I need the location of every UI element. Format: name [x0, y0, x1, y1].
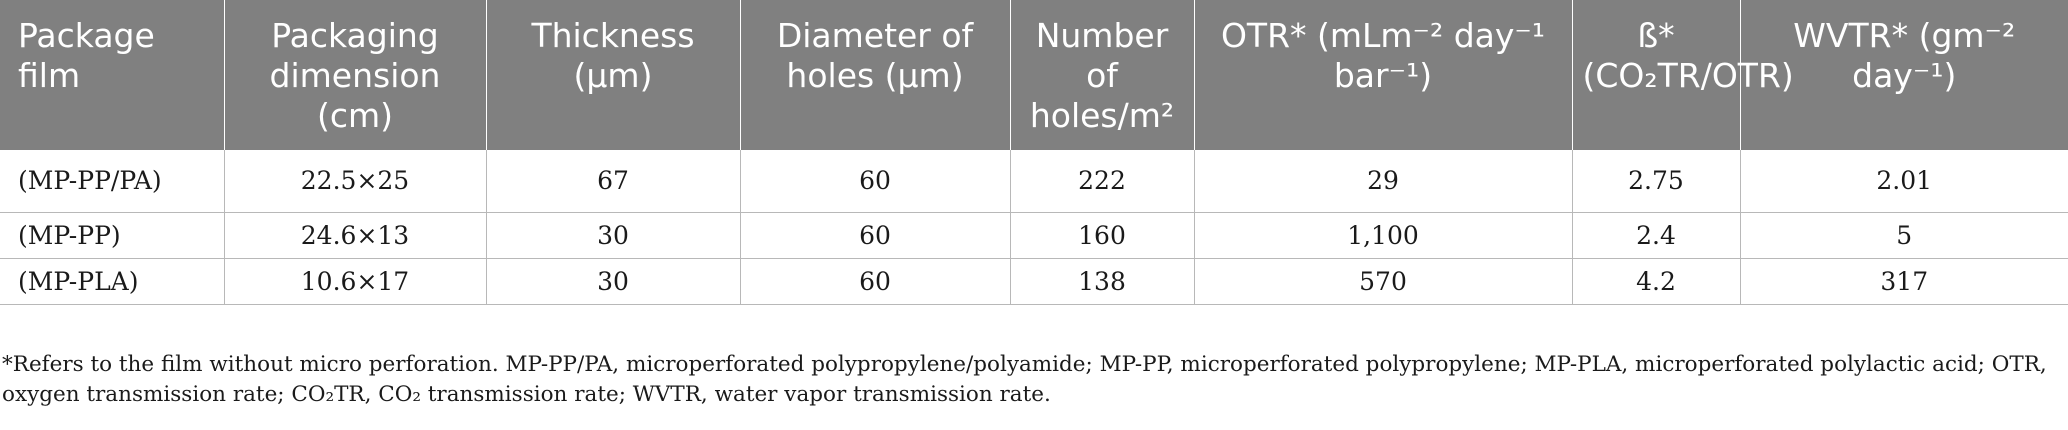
cell-beta: 4.2 — [1572, 258, 1741, 305]
cell-beta: 2.75 — [1572, 150, 1741, 213]
cell-beta: 2.4 — [1572, 212, 1741, 259]
cell-thickness: 30 — [486, 212, 741, 259]
cell-otr: 1,100 — [1194, 212, 1573, 259]
cell-wvtr: 5 — [1740, 212, 2068, 259]
header-wvtr: WVTR* (gm⁻² day⁻¹) — [1740, 0, 2068, 150]
cell-otr: 570 — [1194, 258, 1573, 305]
cell-thickness: 67 — [486, 150, 741, 213]
cell-number-of-holes: 160 — [1010, 212, 1195, 259]
cell-diameter-of-holes: 60 — [740, 150, 1011, 213]
cell-diameter-of-holes: 60 — [740, 258, 1011, 305]
table-body: (MP-PP/PA) 22.5×25 67 60 222 29 2.75 2.0… — [0, 150, 2068, 305]
table-header: Package film Packaging dimension (cm) Th… — [0, 0, 2068, 150]
data-table-container: Package film Packaging dimension (cm) Th… — [0, 0, 2068, 305]
cell-thickness: 30 — [486, 258, 741, 305]
table-row: (MP-PP) 24.6×13 30 60 160 1,100 2.4 5 — [0, 212, 2068, 259]
cell-number-of-holes: 138 — [1010, 258, 1195, 305]
header-beta: ß* (CO₂TR/OTR) — [1572, 0, 1794, 150]
header-packaging-dimension: Packaging dimension (cm) — [224, 0, 487, 150]
header-diameter-of-holes: Diameter of holes (μm) — [740, 0, 1011, 150]
header-row: Package film Packaging dimension (cm) Th… — [0, 0, 2068, 150]
header-number-of-holes: Number of holes/m² — [1010, 0, 1195, 150]
cell-wvtr: 2.01 — [1740, 150, 2068, 213]
packaging-films-table: Package film Packaging dimension (cm) Th… — [0, 0, 2068, 305]
header-package-film: Package film — [0, 0, 225, 150]
header-otr: OTR* (mLm⁻² day⁻¹ bar⁻¹) — [1194, 0, 1573, 150]
header-thickness: Thickness (μm) — [486, 0, 741, 150]
table-row: (MP-PP/PA) 22.5×25 67 60 222 29 2.75 2.0… — [0, 150, 2068, 213]
table-row: (MP-PLA) 10.6×17 30 60 138 570 4.2 317 — [0, 258, 2068, 305]
cell-wvtr: 317 — [1740, 258, 2068, 305]
cell-otr: 29 — [1194, 150, 1573, 213]
table-footnote: *Refers to the film without micro perfor… — [2, 352, 2047, 407]
cell-packaging-dimension: 24.6×13 — [224, 212, 487, 259]
cell-package-film: (MP-PP) — [0, 212, 225, 259]
cell-package-film: (MP-PP/PA) — [0, 150, 225, 213]
cell-packaging-dimension: 10.6×17 — [224, 258, 487, 305]
cell-packaging-dimension: 22.5×25 — [224, 150, 487, 213]
cell-diameter-of-holes: 60 — [740, 212, 1011, 259]
cell-number-of-holes: 222 — [1010, 150, 1195, 213]
cell-package-film: (MP-PLA) — [0, 258, 225, 305]
